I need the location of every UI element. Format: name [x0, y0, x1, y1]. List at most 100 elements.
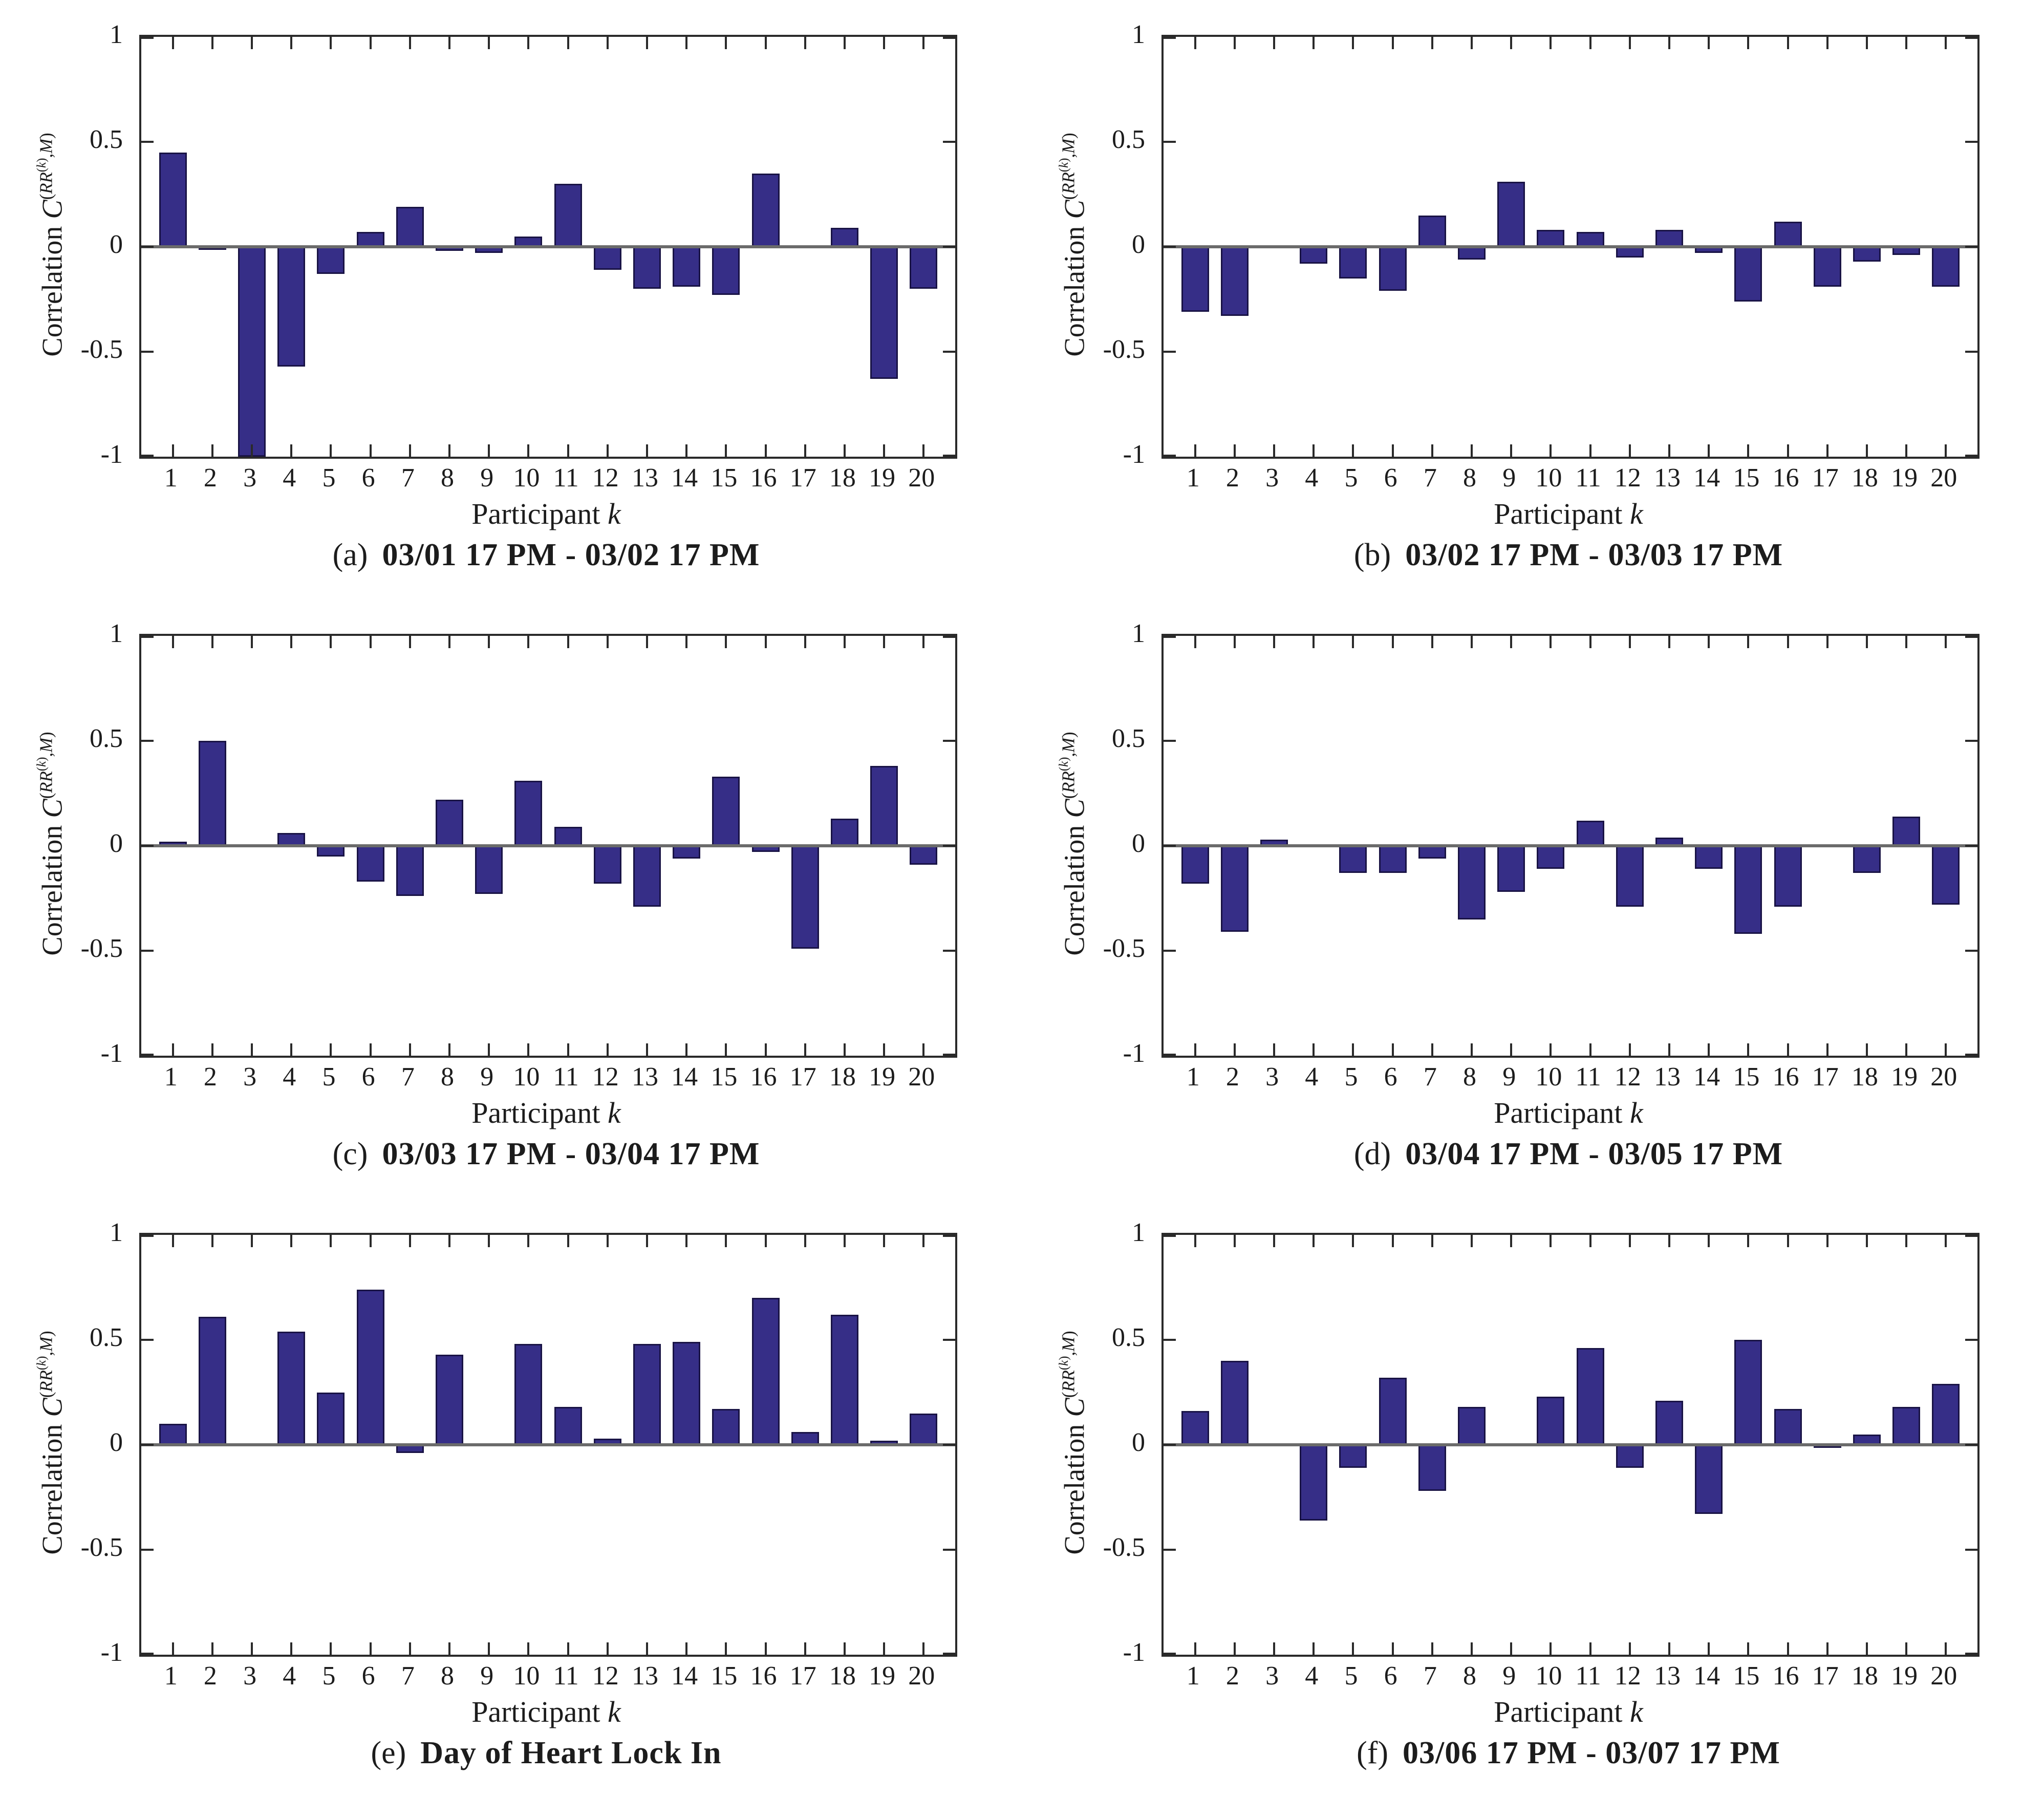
x-tick-top-1 [1194, 636, 1196, 648]
x-tick-label-10: 10 [1535, 1661, 1562, 1691]
caption-title: Day of Heart Lock In [420, 1736, 722, 1770]
bar-participant-6 [1379, 1377, 1407, 1445]
bar-participant-11 [1576, 820, 1604, 846]
bar-participant-16 [1774, 846, 1802, 907]
x-tick-bottom-8 [1471, 1043, 1473, 1056]
bar-participant-13 [633, 1344, 661, 1445]
bar-participant-5 [317, 1392, 345, 1445]
x-tick-top-2 [1233, 37, 1236, 49]
y-tick-left-1 [141, 37, 154, 39]
bar-participant-9 [1497, 846, 1525, 892]
caption-prefix: (f) [1357, 1736, 1389, 1770]
x-tick-bottom-6 [1391, 1642, 1394, 1655]
x-tick-label-7: 7 [401, 463, 415, 493]
y-tick-left--0.5 [1164, 351, 1176, 353]
x-axis-label-text: Participant [1494, 497, 1623, 530]
y-tick-label--0.5: -0.5 [80, 1533, 123, 1562]
x-tick-top-19 [883, 37, 886, 49]
x-tick-bottom-2 [1233, 444, 1236, 457]
x-tick-bottom-5 [1352, 1043, 1354, 1056]
caption-title: 03/01 17 PM - 03/02 17 PM [382, 538, 760, 572]
x-tick-bottom-3 [1273, 1043, 1276, 1056]
y-tick-right--0.5 [943, 950, 955, 952]
bar-participant-15 [712, 776, 740, 846]
y-tick-right--0.5 [943, 1549, 955, 1551]
x-tick-label-3: 3 [1265, 1062, 1279, 1092]
x-tick-top-6 [1391, 1235, 1394, 1247]
y-axis-superscript-k: (k) [1057, 1356, 1071, 1371]
x-tick-label-6: 6 [1384, 1661, 1397, 1691]
x-tick-label-12: 12 [592, 1661, 619, 1691]
x-tick-bottom-9 [1510, 1642, 1513, 1655]
x-tick-top-1 [1194, 37, 1196, 49]
x-tick-bottom-7 [1431, 1642, 1433, 1655]
y-tick-left-0.5 [141, 1339, 154, 1341]
x-tick-label-4: 4 [1305, 463, 1319, 493]
x-tick-top-17 [1826, 37, 1828, 49]
x-tick-bottom-18 [843, 1043, 846, 1056]
x-tick-label-14: 14 [671, 1062, 698, 1092]
x-tick-top-18 [843, 37, 846, 49]
x-tick-top-6 [369, 1235, 372, 1247]
x-tick-label-5: 5 [322, 1661, 336, 1691]
plot-area [139, 634, 957, 1058]
x-axis-variable: k [1630, 1695, 1643, 1728]
bar-participant-7 [1418, 1445, 1446, 1491]
x-tick-top-4 [290, 1235, 293, 1247]
plot-area [1161, 634, 1980, 1058]
x-tick-label-6: 6 [361, 1062, 375, 1092]
bar-participant-7 [396, 846, 424, 896]
bar-participant-11 [554, 1407, 582, 1445]
bar-participant-19 [1892, 1407, 1921, 1445]
x-tick-label-20: 20 [1930, 1062, 1957, 1092]
x-tick-top-2 [211, 37, 213, 49]
x-tick-bottom-12 [1628, 1642, 1631, 1655]
y-tick-right--0.5 [1965, 351, 1977, 353]
y-tick-right-1 [1965, 37, 1977, 39]
x-tick-label-15: 15 [711, 1661, 738, 1691]
bar-participant-14 [1695, 846, 1723, 869]
y-tick-label--0.5: -0.5 [80, 335, 123, 364]
x-tick-top-7 [408, 636, 411, 648]
y-tick-left-0.5 [1164, 740, 1176, 742]
x-tick-top-19 [1905, 636, 1908, 648]
caption: (c) 03/03 17 PM - 03/04 17 PM [139, 1136, 953, 1172]
bar-participant-2 [1220, 247, 1249, 316]
bar-participant-20 [910, 247, 938, 289]
caption-title: 03/06 17 PM - 03/07 17 PM [1403, 1736, 1780, 1770]
bar-participant-4 [277, 247, 306, 367]
bar-participant-16 [1774, 1409, 1802, 1445]
x-tick-bottom-15 [1747, 1642, 1750, 1655]
bar-participant-20 [910, 846, 938, 865]
x-tick-label-6: 6 [1384, 463, 1397, 493]
x-tick-label-6: 6 [1384, 1062, 1397, 1092]
x-tick-bottom-15 [725, 1642, 727, 1655]
bar-participant-18 [1853, 247, 1881, 262]
bar-participant-2 [198, 1316, 226, 1445]
x-tick-label-11: 11 [553, 1661, 579, 1691]
x-tick-top-16 [764, 1235, 767, 1247]
y-tick-left-1 [141, 636, 154, 638]
subplot-a: Correlation C(RR(k),M) Participant k (a)… [0, 0, 1022, 598]
y-tick-left-0.5 [141, 141, 154, 143]
x-tick-top-18 [1865, 37, 1868, 49]
y-axis-symbol: C [36, 1398, 69, 1417]
zero-line [141, 245, 955, 248]
x-tick-label-14: 14 [1693, 1062, 1720, 1092]
x-tick-label-13: 13 [1653, 1062, 1681, 1092]
x-tick-top-1 [171, 636, 174, 648]
y-tick-left--1 [141, 455, 154, 457]
x-tick-top-7 [1431, 1235, 1433, 1247]
y-tick-left--1 [141, 1653, 154, 1655]
x-axis-variable: k [608, 497, 621, 530]
x-tick-bottom-9 [1510, 1043, 1513, 1056]
bar-participant-8 [1458, 846, 1486, 920]
bar-participant-1 [1181, 247, 1209, 312]
x-tick-bottom-16 [764, 444, 767, 457]
x-tick-top-5 [330, 37, 332, 49]
x-tick-bottom-13 [1668, 1642, 1670, 1655]
x-tick-top-18 [843, 1235, 846, 1247]
x-tick-top-6 [369, 636, 372, 648]
x-tick-bottom-1 [1194, 444, 1196, 457]
x-tick-label-16: 16 [1772, 1661, 1799, 1691]
